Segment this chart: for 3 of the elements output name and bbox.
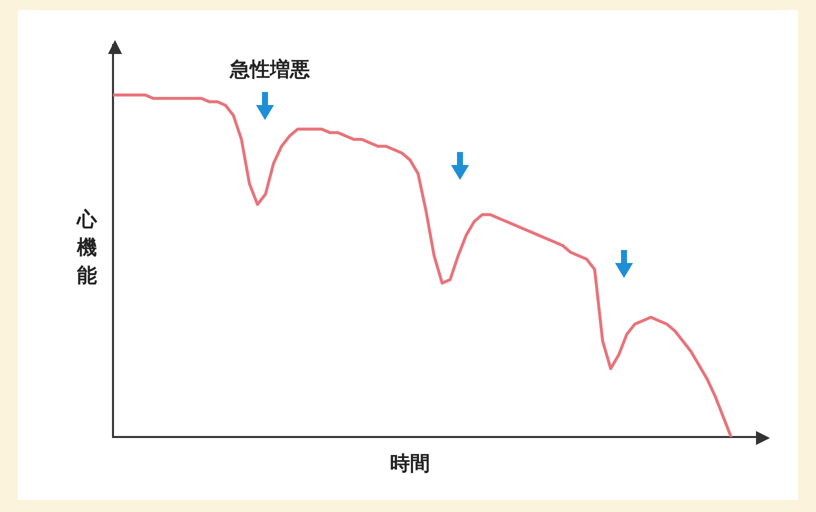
x-axis-title: 時間 (389, 450, 431, 477)
text: 急性増悪 (228, 56, 311, 83)
y-axis-title: 心機能 (76, 206, 98, 289)
